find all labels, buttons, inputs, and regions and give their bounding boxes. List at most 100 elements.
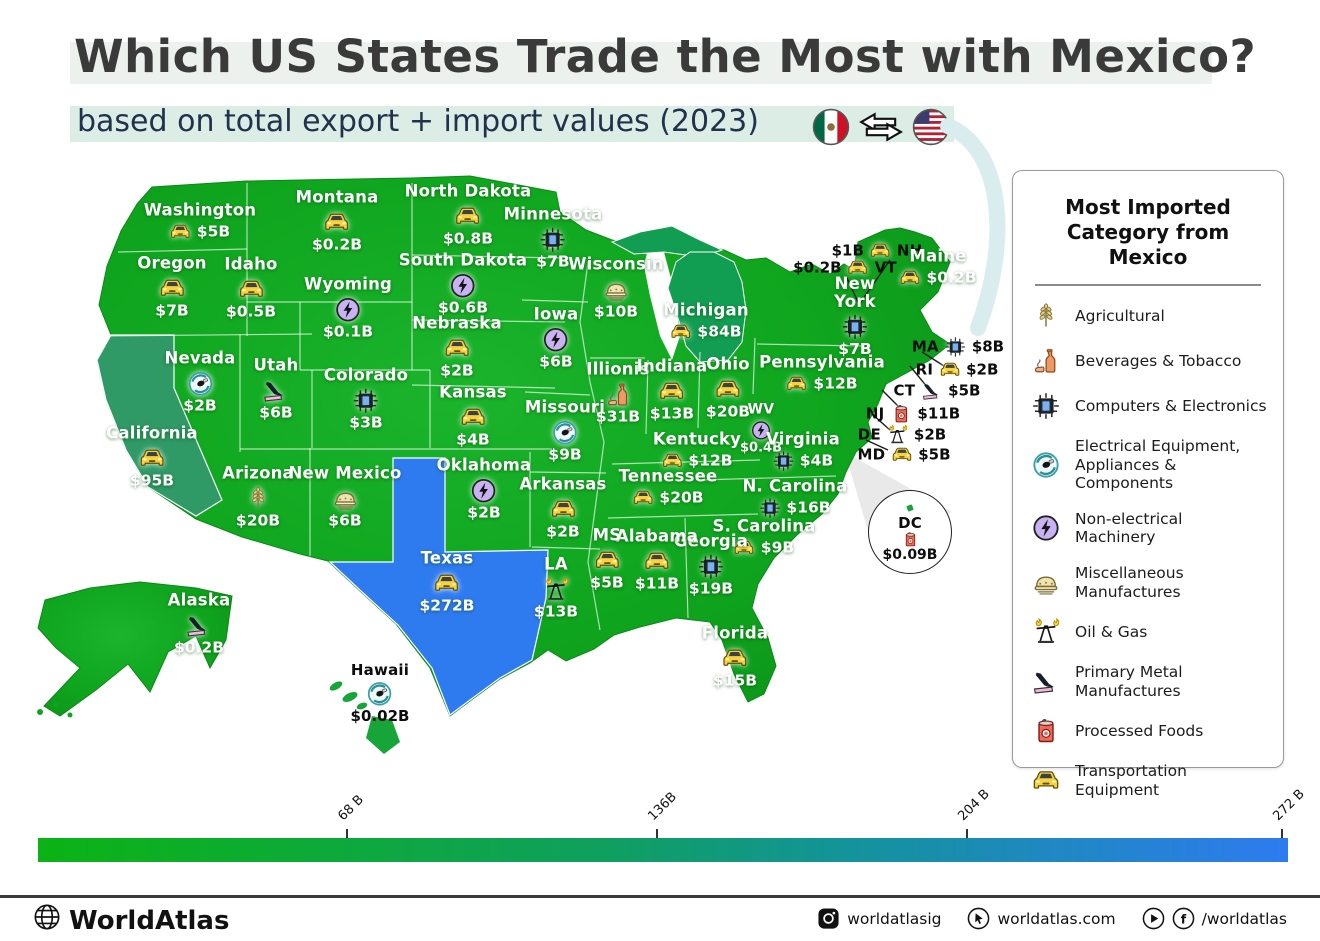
state-value: $0.2B (311, 235, 363, 254)
state-label-arizona: Arizona $20B (222, 464, 294, 530)
legend-item-label: Computers & Electronics (1075, 396, 1267, 415)
legend-item-label: Agricultural (1075, 306, 1165, 325)
decorative-swoosh (940, 118, 1006, 336)
misc-icon (288, 486, 401, 512)
state-value: $0.4B (740, 440, 782, 456)
state-value: $95B (129, 471, 175, 490)
state-label-nj: NJ $11B (866, 402, 960, 425)
state-name: Wyoming (303, 274, 393, 294)
legend-item-label: Oil & Gas (1075, 622, 1148, 641)
electrical-icon (1029, 451, 1063, 479)
legend-item-label: Miscellaneous Manufactures (1075, 563, 1184, 601)
svg-text:f: f (1180, 911, 1186, 926)
state-value: $0.2B (926, 268, 977, 287)
state-name: RI (915, 360, 934, 379)
state-name: Nevada (164, 348, 236, 368)
electrical-icon (351, 681, 410, 707)
scale-tick (345, 829, 348, 838)
aleutian-island (67, 712, 73, 718)
state-value: $16B (786, 498, 831, 517)
state-label-colorado: Colorado $3B (324, 366, 408, 432)
instagram-icon (817, 907, 840, 930)
state-label-nevada: Nevada $2B (164, 348, 236, 415)
social-label: worldatlasig (847, 909, 942, 928)
state-label-n-carolina: N. Carolina $16B (743, 477, 848, 519)
state-name: LA (544, 554, 568, 574)
beverages-icon (1029, 347, 1063, 375)
state-name: MA (911, 337, 939, 356)
computers-icon (825, 313, 885, 339)
state-value: $5B (948, 381, 981, 400)
title-highlight (70, 42, 1212, 84)
state-name: New York (834, 273, 876, 311)
legend-title: Most Imported Category from Mexico (1065, 195, 1231, 269)
legend-item-label: Primary Metal Manufactures (1075, 663, 1183, 700)
transport-icon (848, 258, 869, 279)
state-value: $19B (688, 579, 734, 598)
hawaii-islands (329, 681, 400, 754)
state-name: MD (857, 445, 886, 464)
state-label-md: MD $5B (857, 443, 950, 466)
transport-icon (296, 210, 379, 236)
state-name: DE (857, 425, 881, 444)
legend-item-agricultural: Agricultural (1029, 302, 1267, 330)
transport-icon (106, 446, 198, 472)
legend-item-label: Processed Foods (1075, 722, 1204, 741)
state-label-iowa: Iowa $6B (534, 305, 579, 371)
state-label-tennessee: Tennessee $20B (618, 466, 718, 509)
state-value: $2B (183, 396, 217, 415)
state-value: $9B (548, 445, 582, 464)
computers-icon (773, 450, 794, 471)
state-label-ri: RI $2B (916, 358, 999, 381)
agricultural-icon (1029, 302, 1063, 330)
state-label-michigan: Michigan $84B (663, 300, 749, 343)
state-value: $2B (966, 360, 999, 379)
legend-item-oil: Oil & Gas (1029, 618, 1267, 646)
state-name: Michigan (663, 300, 749, 320)
state-name: New Mexico (288, 463, 402, 483)
electrical-icon (164, 371, 235, 397)
legend-item-machinery: Non-electrical Machinery (1029, 510, 1267, 547)
transport-icon (734, 537, 755, 558)
lake-michigan-shape (644, 248, 680, 360)
transport-icon (1029, 767, 1063, 795)
state-name: North Dakota (404, 181, 532, 201)
state-label-ms: MS $5B (590, 526, 624, 592)
electrical-icon (525, 420, 605, 446)
state-value: $5B (918, 445, 951, 464)
transport-icon (637, 379, 708, 405)
transport-icon (891, 445, 912, 466)
state-label-hawaii: Hawaii $0.02B (351, 662, 410, 725)
machinery-icon (534, 327, 579, 353)
transport-icon (786, 373, 807, 394)
state-name: Tennessee (618, 466, 718, 486)
misc-icon (1029, 569, 1063, 597)
state-value: $5B (590, 573, 624, 592)
state-name: Maine (909, 246, 967, 266)
alaska-shape (37, 581, 233, 717)
social-worldatlas-com: worldatlas.com (967, 907, 1116, 930)
state-name: Wisconsin (568, 254, 664, 274)
state-value: $12B (813, 374, 858, 393)
state-name: Oklahoma (436, 455, 532, 475)
computers-icon (945, 337, 966, 358)
legend-item-beverages: Beverages & Tobacco (1029, 347, 1267, 375)
legend-item-label: Beverages & Tobacco (1075, 351, 1242, 370)
leader-lines (845, 259, 945, 451)
transport-icon (137, 276, 206, 302)
state-value: $15B (712, 671, 758, 690)
state-name: Alabama (615, 526, 699, 546)
machinery-icon (1029, 514, 1063, 542)
aleutian-island (53, 702, 59, 708)
state-name: Alaska (167, 590, 231, 610)
state-name: Arkansas (519, 474, 607, 494)
state-value: $0.2B (173, 638, 225, 657)
state-value: $11B (634, 574, 680, 593)
california-shape (96, 334, 223, 517)
transport-icon (439, 405, 507, 431)
page-subtitle: based on total export + import values (2… (77, 104, 759, 139)
state-value: $7B (155, 301, 189, 320)
transport-icon (224, 277, 277, 303)
